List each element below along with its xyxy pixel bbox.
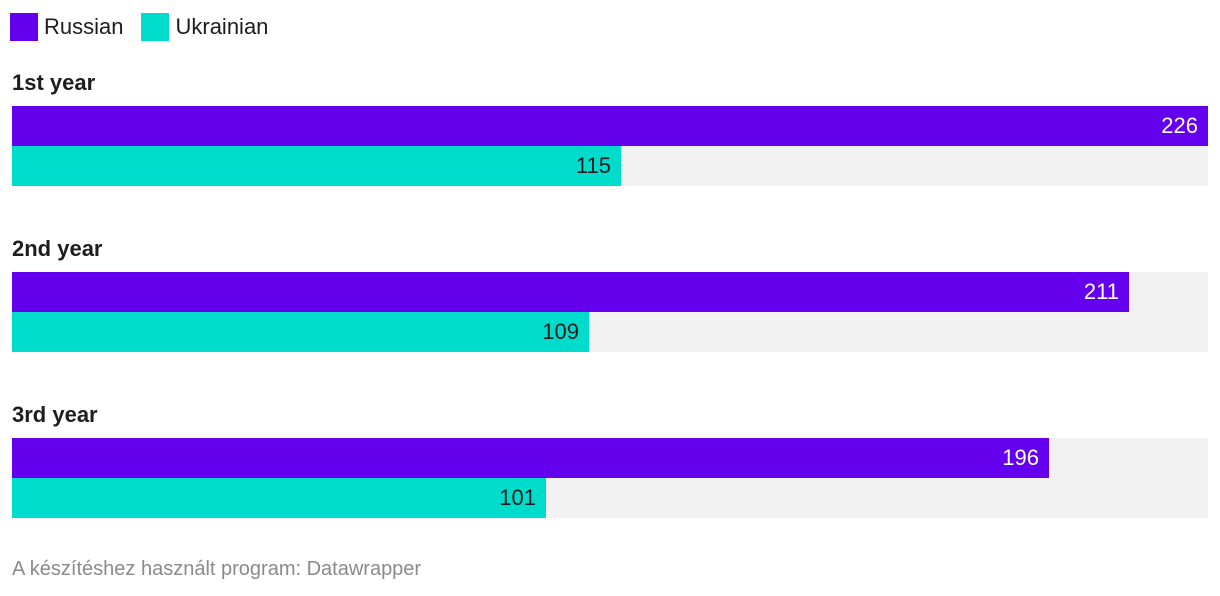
legend-label-russian: Russian bbox=[44, 14, 124, 39]
bar-value-russian-3rd-year: 196 bbox=[1002, 445, 1039, 470]
legend-swatch-ukrainian bbox=[141, 13, 170, 41]
bar-track-2nd-year: 211 109 bbox=[12, 272, 1208, 352]
legend: Russian Ukrainian bbox=[10, 12, 286, 42]
bar-value-ukrainian-2nd-year: 109 bbox=[542, 319, 579, 344]
group-title-2nd-year: 2nd year bbox=[12, 236, 103, 261]
legend-label-ukrainian: Ukrainian bbox=[175, 14, 269, 39]
bar-ukrainian-3rd-year bbox=[12, 478, 546, 518]
bar-ukrainian-1st-year bbox=[12, 146, 621, 186]
bar-chart: 1st year 226 115 2nd year 211 109 3rd year 196 1… bbox=[12, 70, 1208, 518]
bar-russian-3rd-year bbox=[12, 438, 1049, 478]
legend-item-russian: Russian bbox=[10, 13, 123, 41]
group-title-1st-year: 1st year bbox=[12, 70, 96, 95]
group-title-3rd-year: 3rd year bbox=[12, 402, 98, 427]
bar-russian-2nd-year bbox=[12, 272, 1129, 312]
legend-item-ukrainian: Ukrainian bbox=[141, 13, 268, 41]
bar-value-ukrainian-1st-year: 115 bbox=[575, 153, 611, 178]
bar-track-3rd-year: 196 101 bbox=[12, 438, 1208, 518]
bar-russian-1st-year bbox=[12, 106, 1208, 146]
bar-value-russian-1st-year: 226 bbox=[1161, 113, 1198, 138]
bar-ukrainian-2nd-year bbox=[12, 312, 589, 352]
legend-swatch-russian bbox=[10, 13, 38, 41]
bar-value-ukrainian-3rd-year: 101 bbox=[499, 485, 536, 510]
bar-value-russian-2nd-year: 211 bbox=[1083, 279, 1119, 304]
footer-credit: A készítéshez használt program: Datawrap… bbox=[12, 558, 422, 580]
bar-track-1st-year: 226 115 bbox=[12, 106, 1208, 186]
